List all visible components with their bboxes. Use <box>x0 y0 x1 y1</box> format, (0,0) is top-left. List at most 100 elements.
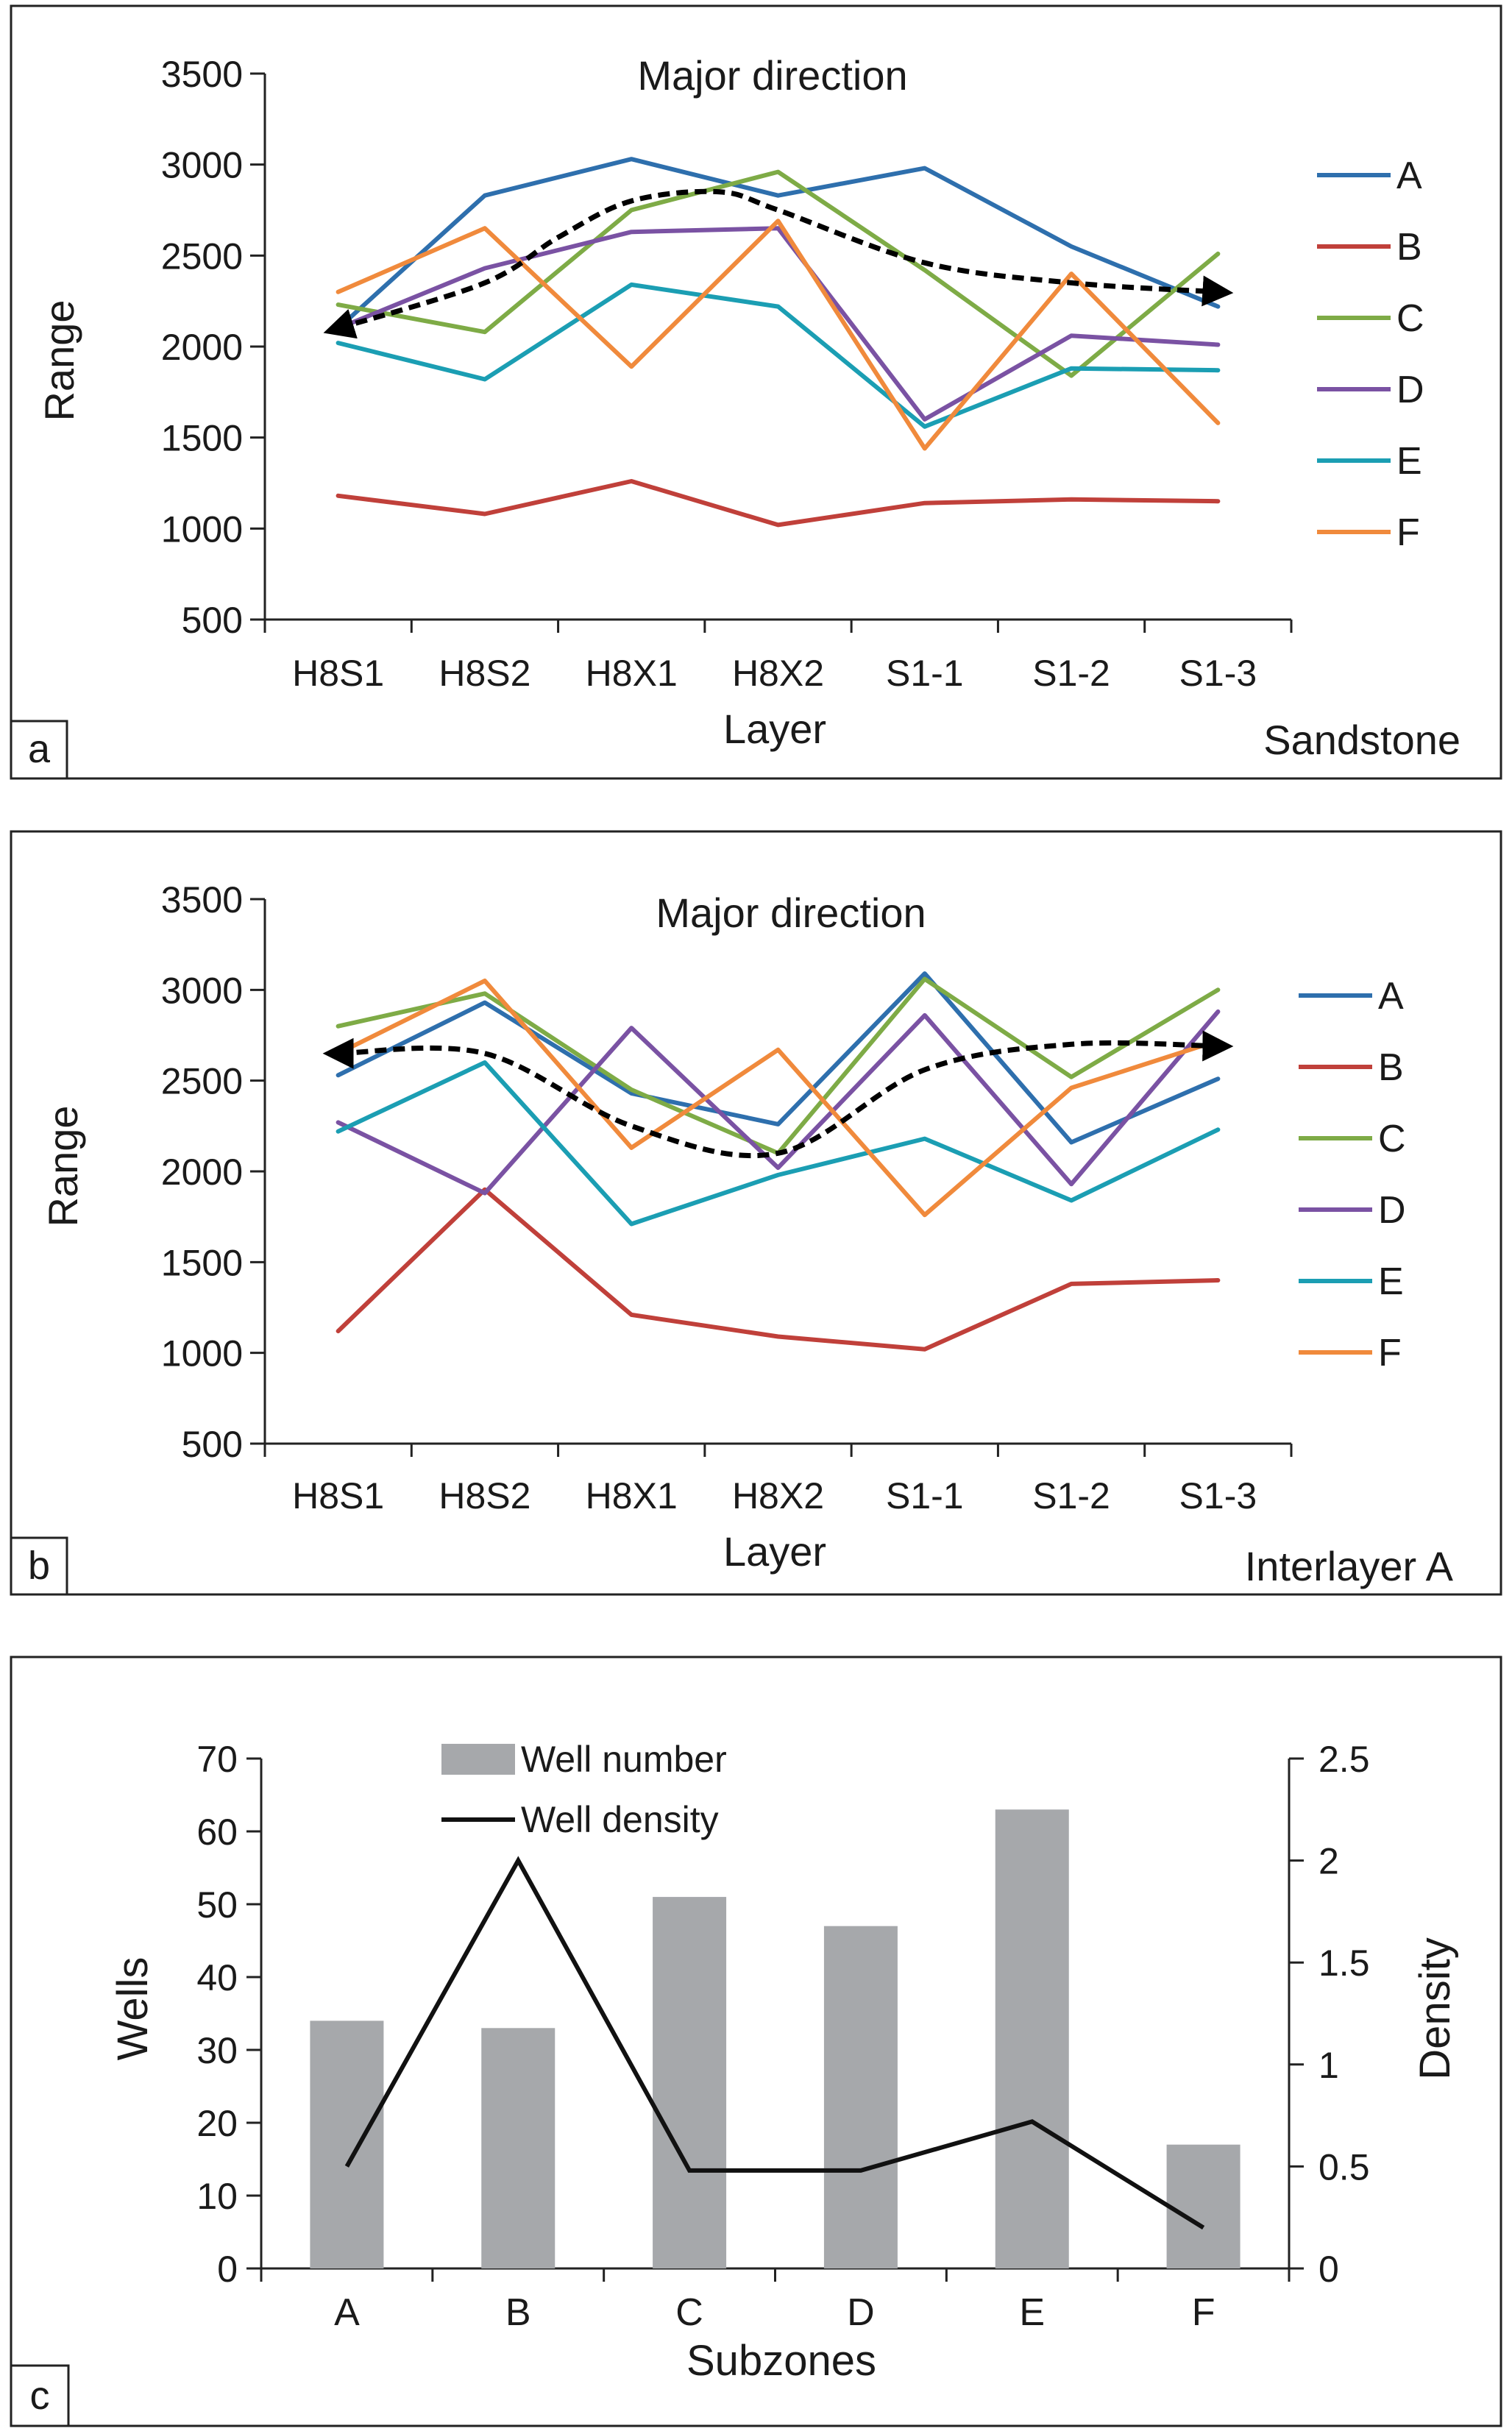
legend-label-B: B <box>1378 1046 1404 1089</box>
bar-C <box>653 1897 727 2268</box>
panel-a-series <box>323 157 1234 528</box>
y2-tick-label: 1 <box>1318 2045 1339 2086</box>
x-tick-label: S1-1 <box>886 1475 964 1516</box>
x-tick-label: H8S2 <box>439 653 530 694</box>
x-tick-label: C <box>675 2291 703 2334</box>
series-line-E <box>336 282 1221 429</box>
panel-c: c Wells Density Subzones 010203040506070… <box>10 1656 1502 2427</box>
y-tick-label: 20 <box>196 2103 238 2144</box>
panel-c-y-label: Wells <box>109 1957 157 2061</box>
x-tick-label: S1-2 <box>1032 653 1110 694</box>
y2-tick-label: 2 <box>1318 1841 1339 1882</box>
series-line-D <box>336 1009 1221 1196</box>
y-tick-label: 50 <box>196 1884 238 1926</box>
legend-label-D: D <box>1396 369 1424 411</box>
density-line <box>344 1856 1205 2230</box>
panel-c-axes: 0 10 20 30 40 50 60 70 0 0.5 1 1.5 2 2.5 A B C D E F <box>196 1739 1369 2334</box>
panel-c-legend: Well number Well density <box>441 1739 727 1840</box>
legend-label-well-density: Well density <box>521 1799 719 1840</box>
legend-label-E: E <box>1378 1260 1404 1303</box>
legend-label-C: C <box>1396 297 1424 340</box>
legend-label-well-number: Well number <box>521 1739 727 1780</box>
bar-E <box>995 1809 1069 2268</box>
y-tick-label: 3500 <box>161 54 243 95</box>
y-tick-label: 60 <box>196 1812 238 1853</box>
panel-c-y2-label: Density <box>1411 1937 1459 2079</box>
y2-tick-label: 0 <box>1318 2249 1339 2290</box>
panel-b-axes: 500 1000 1500 2000 2500 3000 3500 H8S1 H8S2 H8X1 H… <box>161 879 1293 1516</box>
y-tick-label: 0 <box>217 2249 238 2290</box>
x-tick-label: H8S1 <box>292 1475 384 1516</box>
panel-b-title: Major direction <box>656 890 926 936</box>
panel-a-letter: a <box>28 727 51 771</box>
panel-b-frame <box>10 830 1502 1596</box>
bar-D <box>823 1926 898 2268</box>
panel-c-letter-box <box>10 2364 70 2427</box>
bar-B <box>481 2028 556 2268</box>
legend-label-A: A <box>1378 975 1404 1018</box>
panel-b-y-label: Range <box>40 1105 86 1227</box>
x-tick-label: S1-3 <box>1179 653 1257 694</box>
y2-tick-label: 1.5 <box>1318 1942 1370 1984</box>
x-tick-label: E <box>1019 2291 1045 2334</box>
series-line-C <box>336 976 1221 1156</box>
x-tick-label: H8X2 <box>732 653 824 694</box>
series-line-D <box>336 226 1221 422</box>
x-tick-label: S1-2 <box>1032 1475 1110 1516</box>
y-tick-label: 2000 <box>161 1152 243 1193</box>
legend-label-B: B <box>1396 226 1422 269</box>
panel-b-corner-label: Interlayer A <box>1245 1543 1454 1589</box>
trend-curve <box>322 1030 1234 1159</box>
panel-c-bars <box>310 1809 1241 2268</box>
legend-swatch-well-number <box>441 1744 515 1775</box>
series-line-E <box>336 1060 1221 1227</box>
bar-A <box>310 2020 384 2268</box>
series-line-F <box>336 979 1221 1218</box>
legend-label-A: A <box>1396 155 1422 197</box>
series-line-B <box>336 479 1221 528</box>
panel-a-corner-label: Sandstone <box>1263 717 1460 763</box>
panel-c-x-label: Subzones <box>686 2337 876 2385</box>
panel-a-x-label: Layer <box>723 706 826 752</box>
y-tick-label: 2500 <box>161 235 243 277</box>
x-tick-label: H8S2 <box>439 1475 530 1516</box>
panel-c-letter: c <box>30 2374 50 2418</box>
legend-label-D: D <box>1378 1189 1406 1232</box>
panel-a-letter-box <box>10 720 68 780</box>
y-tick-label: 1000 <box>161 508 243 550</box>
y-tick-label: 70 <box>196 1739 238 1780</box>
trend-curve <box>323 188 1234 339</box>
x-tick-label: H8X1 <box>586 1475 678 1516</box>
bar-F <box>1166 2144 1241 2268</box>
series-line-A <box>336 971 1221 1145</box>
series-line-F <box>336 219 1221 451</box>
y-tick-label: 1500 <box>161 1242 243 1283</box>
y-tick-label: 3000 <box>161 970 243 1011</box>
y-tick-label: 1500 <box>161 418 243 459</box>
x-tick-label: S1-3 <box>1179 1475 1257 1516</box>
legend-label-F: F <box>1396 511 1420 554</box>
x-tick-label: H8X1 <box>586 653 678 694</box>
panel-a-frame <box>10 4 1502 780</box>
panel-b: b Major direction Range Layer Interlayer… <box>10 830 1502 1596</box>
x-tick-label: B <box>505 2291 531 2334</box>
y-tick-label: 2000 <box>161 327 243 368</box>
panel-c-frame <box>10 1656 1502 2427</box>
y-tick-label: 3500 <box>161 879 243 920</box>
x-tick-label: F <box>1192 2291 1215 2334</box>
panel-a-y-label: Range <box>36 299 82 421</box>
panel-a-axes: 500 1000 1500 2000 2500 3000 3500 H8S1 H8S2 H8X1 H… <box>161 54 1293 694</box>
legend-label-E: E <box>1396 440 1422 483</box>
legend-label-F: F <box>1378 1332 1402 1374</box>
panel-b-x-label: Layer <box>723 1528 826 1575</box>
panel-a-title: Major direction <box>637 52 907 99</box>
panel-c-density-line <box>344 1856 1205 2230</box>
y-tick-label: 500 <box>182 1424 243 1465</box>
legend-label-C: C <box>1378 1118 1406 1160</box>
y2-tick-label: 0.5 <box>1318 2146 1370 2188</box>
panel-b-series <box>322 971 1234 1352</box>
x-tick-label: D <box>847 2291 875 2334</box>
